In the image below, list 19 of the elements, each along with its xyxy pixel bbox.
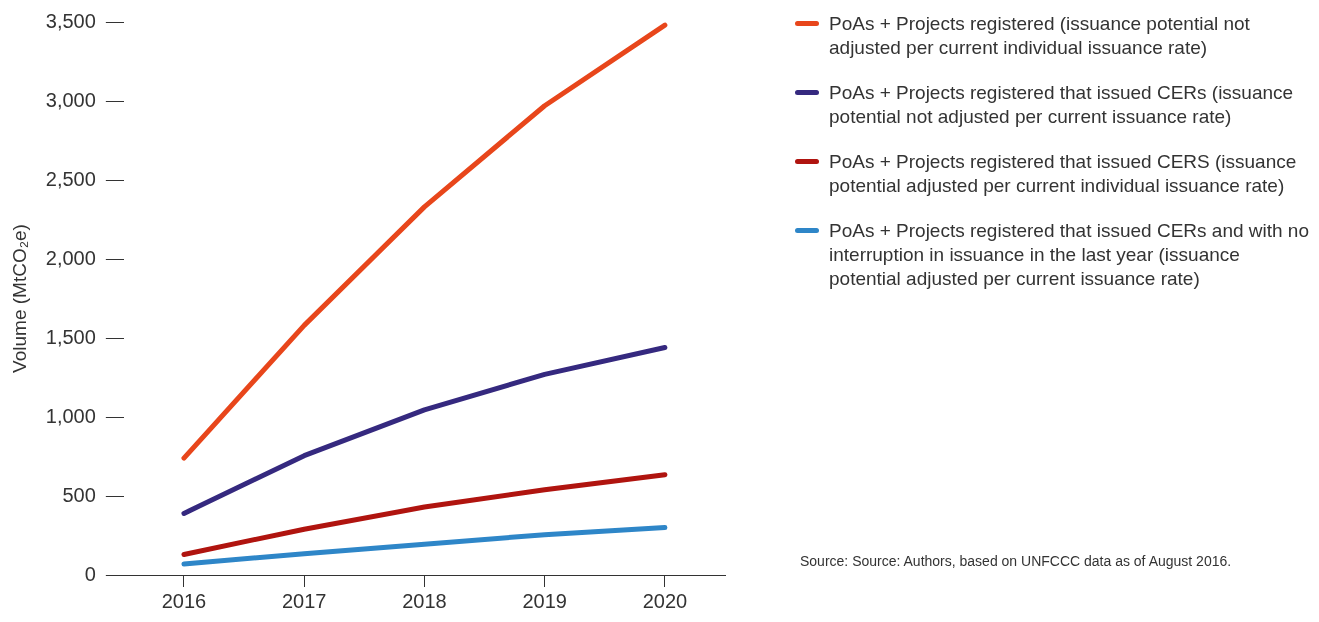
y-tick-label: 3,500 [45,9,96,32]
x-tick-label: 2020 [642,589,688,612]
source-note: Source: Source: Authors, based on UNFCCC data as of August 2016. [800,553,1233,569]
y-tick-label: 0 [84,562,96,585]
x-tick-label: 2019 [522,589,567,612]
y-tick-label: 2,500 [45,167,96,190]
y-tick-label: 2,000 [45,246,96,269]
x-tick-label: 2016 [161,589,207,612]
y-tick-label: 500 [62,483,96,506]
y-tick-label: 1,500 [45,325,96,348]
y-tick-label: 1,000 [45,404,96,427]
y-axis-title: Volume (MtCO₂e) [8,224,30,373]
y-tick-label: 3,000 [45,88,96,111]
x-tick-label: 2017 [281,589,327,612]
legend-label: PoAs + Projects registered that issued CERS (issuance potential adjusted per current individual issuance rate) [829,150,1298,198]
legend-label: PoAs + Projects registered that issued CERs (issuance potential not adjusted per current issuance rate) [829,81,1295,129]
legend-label: PoAs + Projects registered that issued CERs and with no interruption in issuance in the last year (issuance potential adjusted per current issuance rate) [829,219,1310,291]
x-tick-label: 2018 [402,589,447,612]
legend-label: PoAs + Projects registered (issuance potential not adjusted per current individual issuance rate) [829,12,1251,60]
